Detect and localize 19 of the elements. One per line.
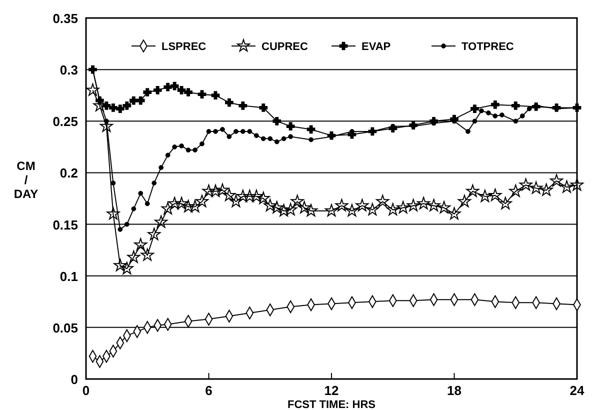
y-tick-label: 0.3 [60, 62, 78, 78]
y-tick-label: 0 [70, 372, 78, 387]
y-tick-label: 0.35 [52, 11, 78, 26]
x-tick-label: 18 [447, 383, 462, 398]
y-tick-label: 0.1 [60, 268, 78, 284]
x-tick-label: 6 [205, 383, 212, 398]
legend-label: CUPREC [262, 41, 308, 53]
x-tick-label: 0 [82, 383, 90, 398]
x-axis-title: FCST TIME: HRS [288, 399, 376, 410]
y-tick-label: 0.25 [52, 114, 78, 130]
legend-label: TOTPREC [462, 41, 514, 53]
x-tick-label: 12 [324, 383, 339, 398]
legend-label: LSPREC [162, 41, 206, 53]
y-tick-label: 0.2 [60, 166, 78, 181]
legend-label: EVAP [362, 41, 391, 53]
y-tick-label: 0.15 [52, 217, 78, 232]
x-tick-label: 24 [570, 383, 585, 398]
y-tick-label: 0.05 [52, 320, 78, 336]
y-axis-title: CM/DAY [14, 159, 38, 201]
